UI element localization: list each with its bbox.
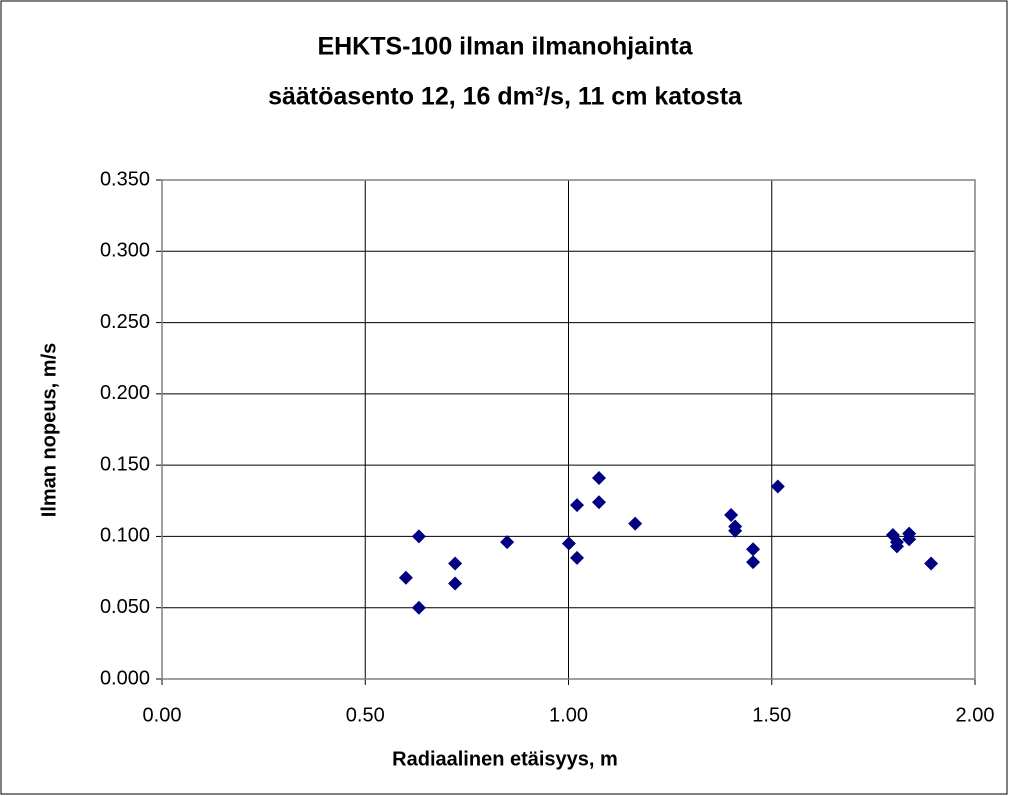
- x-tick-label: 0.50: [346, 704, 385, 726]
- y-tick-label: 0.200: [100, 382, 150, 404]
- point: [746, 555, 761, 570]
- point: [746, 542, 761, 557]
- point: [591, 495, 606, 510]
- point: [570, 550, 585, 565]
- y-tick-label: 0.350: [100, 168, 150, 190]
- y-tick-label: 0.250: [100, 311, 150, 333]
- point: [561, 536, 576, 551]
- point: [724, 508, 739, 523]
- x-tick-label: 2.00: [956, 704, 995, 726]
- y-axis-label: Ilman nopeus, m/s: [38, 343, 60, 517]
- point: [570, 498, 585, 513]
- point: [411, 600, 426, 615]
- y-tick-label: 0.300: [100, 240, 150, 262]
- plot-border: [161, 179, 976, 680]
- point: [448, 556, 463, 571]
- point: [924, 556, 939, 571]
- y-tick-label: 0.050: [100, 596, 150, 618]
- point: [889, 535, 904, 550]
- y-tick-label: 0.000: [100, 667, 150, 689]
- x-tick-label: 0.00: [143, 704, 182, 726]
- x-tick-label: 1.00: [549, 704, 588, 726]
- chart-subtitle: säätöasento 12, 16 dm³/s, 11 cm katosta: [268, 83, 743, 111]
- point: [398, 570, 413, 585]
- x-tick-label: 1.50: [752, 704, 791, 726]
- point: [770, 479, 785, 494]
- point: [500, 535, 515, 550]
- x-axis-label: Radiaalinen etäisyys, m: [392, 748, 618, 770]
- chart-title: EHKTS-100 ilman ilmanohjainta: [317, 33, 693, 61]
- y-tick-label: 0.100: [100, 525, 150, 547]
- point: [591, 470, 606, 485]
- point: [628, 516, 643, 531]
- point: [411, 529, 426, 544]
- point: [902, 532, 917, 547]
- point: [448, 576, 463, 591]
- point: [728, 523, 743, 538]
- y-tick-label: 0.150: [100, 453, 150, 475]
